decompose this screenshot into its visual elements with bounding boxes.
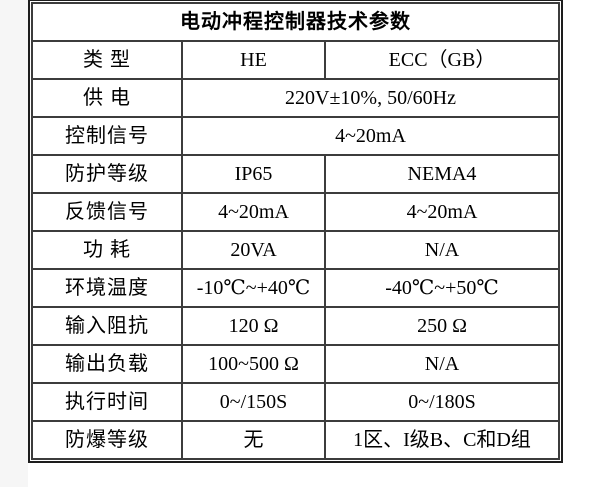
row-value-he: 120 Ω bbox=[181, 306, 326, 346]
row-label: 输入阻抗 bbox=[31, 306, 183, 346]
row-label: 类 型 bbox=[31, 40, 183, 80]
table-row: 输入阻抗 120 Ω 250 Ω bbox=[31, 306, 560, 346]
row-label: 执行时间 bbox=[31, 382, 183, 422]
row-value-ecc: 1区、I级B、C和D组 bbox=[324, 420, 560, 460]
spec-table-body: 电动冲程控制器技术参数 类 型 HE ECC（GB）供 电 220V±10%, 50/… bbox=[31, 2, 560, 460]
row-value-ecc: NEMA4 bbox=[324, 154, 560, 194]
row-value-merged: 4~20mA bbox=[181, 116, 560, 156]
row-value-ecc: N/A bbox=[324, 230, 560, 270]
spec-table-container: 电动冲程控制器技术参数 类 型 HE ECC（GB）供 电 220V±10%, 50/… bbox=[28, 0, 563, 463]
row-value-he: IP65 bbox=[181, 154, 326, 194]
table-title: 电动冲程控制器技术参数 bbox=[31, 2, 560, 42]
row-value-ecc: 0~/180S bbox=[324, 382, 560, 422]
row-label: 防爆等级 bbox=[31, 420, 183, 460]
row-value-he: 100~500 Ω bbox=[181, 344, 326, 384]
row-label: 防护等级 bbox=[31, 154, 183, 194]
row-label: 输出负载 bbox=[31, 344, 183, 384]
table-row: 输出负载 100~500 Ω N/A bbox=[31, 344, 560, 384]
row-value-ecc: 4~20mA bbox=[324, 192, 560, 232]
row-label: 功 耗 bbox=[31, 230, 183, 270]
row-value-ecc: N/A bbox=[324, 344, 560, 384]
row-value-ecc: -40℃~+50℃ bbox=[324, 268, 560, 308]
table-row: 防护等级 IP65 NEMA4 bbox=[31, 154, 560, 194]
page-left-gutter bbox=[0, 0, 28, 487]
row-value-he: 无 bbox=[181, 420, 326, 460]
row-label: 供 电 bbox=[31, 78, 183, 118]
spec-table: 电动冲程控制器技术参数 类 型 HE ECC（GB）供 电 220V±10%, 50/… bbox=[31, 2, 560, 460]
row-value-ecc: ECC（GB） bbox=[324, 40, 560, 80]
table-row: 防爆等级无 1区、I级B、C和D组 bbox=[31, 420, 560, 460]
table-row: 供 电 220V±10%, 50/60Hz bbox=[31, 78, 560, 118]
row-value-he: -10℃~+40℃ bbox=[181, 268, 326, 308]
table-row: 控制信号 4~20mA bbox=[31, 116, 560, 156]
table-row: 功 耗 20VA N/A bbox=[31, 230, 560, 270]
row-value-he: HE bbox=[181, 40, 326, 80]
row-value-merged: 220V±10%, 50/60Hz bbox=[181, 78, 560, 118]
row-value-he: 0~/150S bbox=[181, 382, 326, 422]
row-label: 环境温度 bbox=[31, 268, 183, 308]
row-label: 反馈信号 bbox=[31, 192, 183, 232]
table-row: 执行时间 0~/150S 0~/180S bbox=[31, 382, 560, 422]
table-title-row: 电动冲程控制器技术参数 bbox=[31, 2, 560, 42]
table-row: 环境温度 -10℃~+40℃ -40℃~+50℃ bbox=[31, 268, 560, 308]
row-label: 控制信号 bbox=[31, 116, 183, 156]
row-value-he: 4~20mA bbox=[181, 192, 326, 232]
table-row: 类 型 HE ECC（GB） bbox=[31, 40, 560, 80]
table-row: 反馈信号 4~20mA 4~20mA bbox=[31, 192, 560, 232]
row-value-he: 20VA bbox=[181, 230, 326, 270]
row-value-ecc: 250 Ω bbox=[324, 306, 560, 346]
